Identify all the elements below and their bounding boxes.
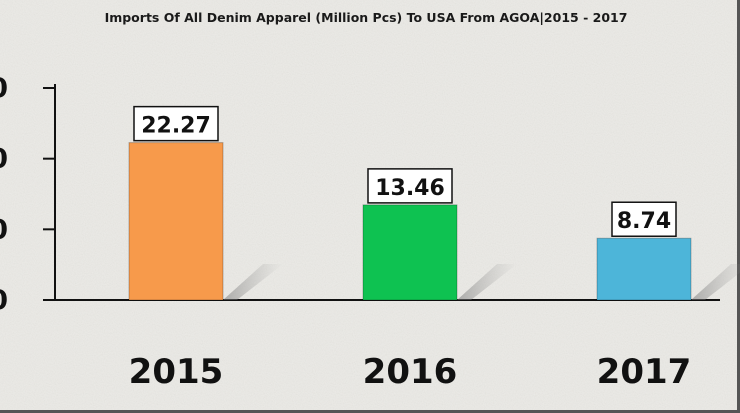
x-tick-label-2017: 2017 [597,352,692,392]
data-label-text: 22.27 [141,114,211,139]
y-tick-labels: 0 0 0 0 [0,73,8,316]
x-tick-label-2015: 2015 [129,352,224,392]
bar-2017 [596,237,692,301]
bar-shadow [691,264,740,300]
data-labels: 22.27 13.46 8.74 [133,105,677,237]
data-label-box [611,201,677,237]
data-label-2017: 8.74 [611,201,677,237]
data-label-text: 13.46 [375,176,445,201]
y-tick-label: 0 [0,214,8,245]
data-label-text: 8.74 [617,209,671,234]
bar-shadow [457,264,517,300]
x-tick-labels: 2015 2016 2017 [129,352,692,392]
bar-2015 [128,142,224,301]
y-tick-label: 0 [0,285,8,316]
bars [128,142,692,301]
chart-title: Imports Of All Denim Apparel (Million Pc… [105,10,628,25]
bar-2016 [362,204,458,301]
x-tick-label-2016: 2016 [363,352,458,392]
y-tick-label: 0 [0,144,8,175]
y-tick-label: 0 [0,73,8,104]
data-label-box [367,168,453,204]
bar-shadow [223,264,283,300]
data-label-2015: 22.27 [133,105,219,142]
data-label-box [133,105,219,142]
bar-shadows [223,264,740,300]
data-label-2016: 13.46 [367,168,453,204]
